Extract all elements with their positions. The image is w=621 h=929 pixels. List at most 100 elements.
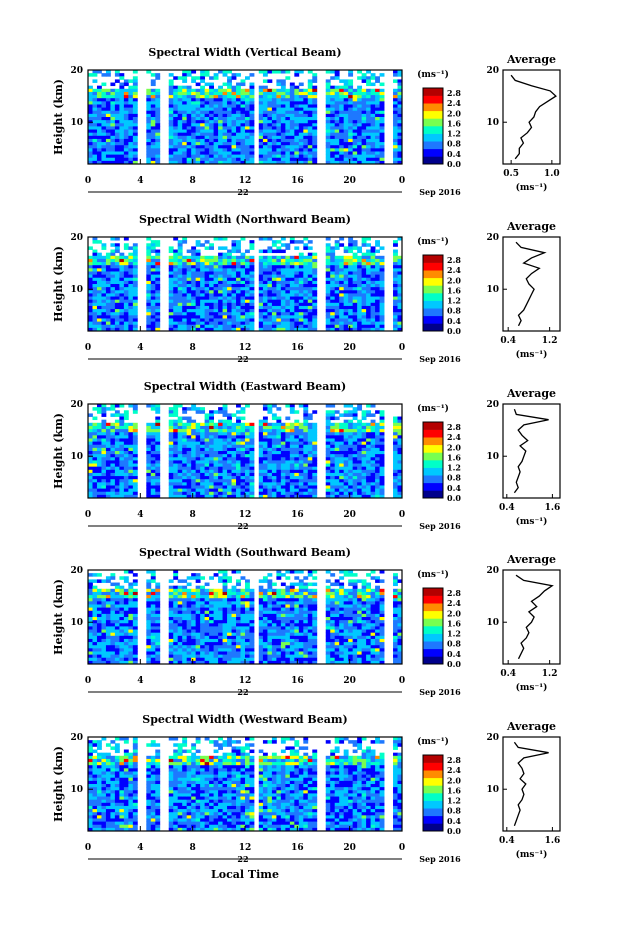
heatmap-cell (105, 432, 111, 436)
heatmap-cell (177, 488, 183, 493)
heatmap-cell (186, 318, 192, 322)
heatmap-cell (397, 123, 403, 127)
day-label: 22 (237, 354, 248, 364)
heatmap-cell (267, 91, 273, 96)
heatmap-cell (375, 435, 380, 439)
heatmap-cell (397, 299, 403, 304)
heatmap-cell (303, 148, 309, 152)
heatmap-cell (168, 309, 174, 313)
heatmap-cell (379, 299, 385, 304)
heatmap-cell (294, 132, 300, 137)
heatmap-cell (330, 425, 336, 430)
heatmap-cell (195, 302, 201, 307)
heatmap-cell (155, 318, 161, 322)
heatmap-cell (240, 327, 246, 332)
heatmap-cell (352, 113, 358, 118)
heatmap-cell (249, 318, 255, 322)
heatmap-cell (218, 70, 223, 74)
heatmap-cell (195, 117, 201, 121)
heatmap-cell (280, 463, 286, 468)
heatmap-cell (110, 444, 116, 449)
heatmap-cell (177, 299, 183, 304)
heatmap-cell (240, 280, 246, 285)
heatmap-cell (195, 95, 201, 99)
heatmap-cell (128, 491, 134, 496)
heatmap-cell (303, 327, 309, 332)
heatmap-cell (236, 132, 241, 137)
heatmap-cell (218, 305, 223, 310)
heatmap-cell (285, 151, 291, 155)
heatmap-cell (128, 123, 134, 127)
heatmap-cell (88, 98, 93, 102)
heatmap-cell (276, 491, 282, 496)
heatmap-cell (123, 132, 129, 137)
heatmap-cell (231, 262, 237, 266)
heatmap-cell (357, 274, 363, 279)
heatmap-cell (294, 425, 300, 430)
heatmap-cell (303, 432, 309, 436)
heatmap-cell (132, 494, 138, 499)
heatmap-cell (330, 85, 336, 90)
heatmap-cell (267, 438, 273, 442)
heatmap-cell (105, 73, 111, 77)
heatmap-cell (339, 463, 345, 468)
heatmap-cell (110, 98, 116, 102)
heatmap-cell (339, 104, 345, 108)
heatmap-cell (271, 485, 277, 489)
heatmap-cell (101, 296, 107, 301)
heatmap-cell (285, 70, 291, 74)
heatmap-cell (330, 309, 336, 313)
heatmap-cell (177, 76, 183, 80)
heatmap-cell (249, 277, 255, 282)
heatmap-cell (110, 126, 116, 130)
heatmap-cell (240, 117, 246, 121)
heatmap-cell (182, 327, 188, 332)
heatmap-cell (276, 274, 282, 279)
heatmap-cell (191, 491, 197, 496)
heatmap-cell (96, 451, 102, 455)
heatmap-cell (312, 104, 318, 108)
heatmap-cell (258, 312, 264, 316)
heatmap-cell (276, 151, 282, 155)
heatmap-cell (110, 148, 116, 152)
heatmap-cell (348, 88, 354, 93)
heatmap-cell (213, 265, 219, 269)
heatmap-cell (155, 120, 161, 124)
heatmap-cell (289, 138, 295, 143)
heatmap-cell (245, 148, 250, 152)
heatmap-cell (249, 271, 255, 275)
heatmap-cell (231, 113, 237, 118)
heatmap-cell (195, 138, 201, 143)
heatmap-cell (366, 98, 371, 102)
heatmap-cell (150, 258, 156, 263)
heatmap-cell (236, 324, 241, 329)
heatmap-cell (267, 79, 273, 83)
heatmap-cell (348, 425, 354, 430)
heatmap-cell (366, 476, 371, 480)
heatmap-cell (191, 246, 197, 250)
heatmap-cell (92, 312, 98, 316)
heatmap-cell (168, 488, 174, 493)
heatmap-cell (168, 299, 174, 304)
heatmap-cell (155, 148, 161, 152)
heatmap-cell (334, 113, 340, 118)
heatmap-cell (289, 129, 295, 134)
heatmap-cell (191, 252, 197, 257)
heatmap-cell (128, 479, 134, 483)
heatmap-cell (271, 95, 277, 99)
heatmap-cell (209, 416, 214, 421)
heatmap-cell (280, 296, 286, 301)
heatmap-cell (200, 274, 206, 279)
profile-x-tick-label: 0.5 (503, 169, 519, 179)
heatmap-cell (397, 79, 403, 83)
heatmap-cell (375, 299, 380, 304)
heatmap-cell (361, 485, 367, 489)
heatmap-cell (330, 113, 336, 118)
heatmap-cell (168, 151, 174, 155)
heatmap-cell (348, 479, 354, 483)
heatmap-cell (204, 293, 210, 297)
heatmap-cell (285, 290, 291, 294)
heatmap-cell (357, 98, 363, 102)
heatmap-cell (146, 482, 152, 486)
heatmap-cell (173, 91, 179, 96)
